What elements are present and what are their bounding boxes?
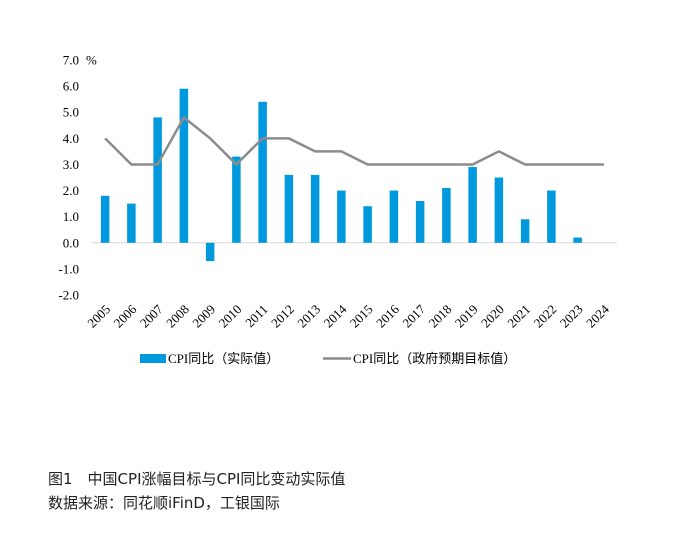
y-unit-label: % xyxy=(86,53,97,68)
y-tick-label: -2.0 xyxy=(58,288,79,303)
x-tick-label: 2006 xyxy=(111,301,140,330)
bar-2016 xyxy=(389,190,399,243)
x-tick-label: 2023 xyxy=(557,302,586,331)
bar-2018 xyxy=(442,187,451,243)
bar-2007 xyxy=(153,117,162,243)
x-tick-label: 2017 xyxy=(399,301,428,330)
x-tick-label: 2005 xyxy=(84,302,113,331)
x-tick-label: 2013 xyxy=(294,302,323,331)
legend-line-label: CPI同比（政府预期目标值） xyxy=(353,351,516,366)
x-tick-label: 2024 xyxy=(583,301,612,330)
bar-2011 xyxy=(258,101,267,243)
x-tick-label: 2022 xyxy=(531,302,560,331)
bar-2022 xyxy=(547,190,556,243)
bar-2010 xyxy=(232,156,241,243)
x-tick-label: 2011 xyxy=(242,302,271,331)
y-tick-label: 2.0 xyxy=(63,183,79,198)
x-tick-label: 2019 xyxy=(452,302,481,331)
x-tick-label: 2016 xyxy=(373,301,402,330)
y-axis-ticks: 7.0 6.0 5.0 4.0 3.0 2.0 1.0 0.0 -1.0 -2.0 xyxy=(58,53,79,303)
x-tick-label: 2012 xyxy=(268,302,297,331)
x-tick-label: 2007 xyxy=(137,301,166,330)
bar-2015 xyxy=(363,206,372,243)
y-tick-label: 6.0 xyxy=(63,79,79,94)
cpi-chart: 7.06.05.04.03.02.01.00.0-1.0-2.0 % 20052… xyxy=(58,53,617,366)
legend: CPI同比（实际值） CPI同比（政府预期目标值） xyxy=(140,351,516,366)
bar-2017 xyxy=(415,201,425,243)
x-tick-label: 2021 xyxy=(504,302,533,331)
legend-bar-swatch xyxy=(140,354,166,363)
bar-2012 xyxy=(284,174,294,243)
y-tick-label: -1.0 xyxy=(58,261,79,276)
bar-2023 xyxy=(573,237,582,243)
y-tick-label: 7.0 xyxy=(63,53,79,68)
x-tick-label: 2018 xyxy=(426,302,455,331)
bar-2006 xyxy=(127,203,136,243)
x-tick-label: 2014 xyxy=(321,301,350,330)
target-cpi-line xyxy=(104,116,604,166)
data-source: 数据来源：同花顺iFinD，工银国际 xyxy=(48,494,280,512)
bar-2021 xyxy=(520,219,530,243)
bar-2019 xyxy=(468,167,477,243)
bar-2013 xyxy=(310,174,320,243)
y-tick-label: 0.0 xyxy=(63,235,79,250)
actual-cpi-bars xyxy=(100,88,582,262)
x-axis-ticks: 2005200620072008200920102011201220132014… xyxy=(84,301,612,330)
x-tick-label: 2020 xyxy=(478,302,507,331)
x-tick-label: 2010 xyxy=(216,302,245,331)
x-tick-label: 2008 xyxy=(163,302,192,331)
bar-2020 xyxy=(494,177,504,243)
y-tick-label: 5.0 xyxy=(63,105,79,120)
y-tick-label: 1.0 xyxy=(63,209,79,224)
bar-2014 xyxy=(337,190,346,243)
figure-caption: 图1 中国CPI涨幅目标与CPI同比变动实际值 xyxy=(48,470,346,488)
x-tick-label: 2009 xyxy=(189,302,218,331)
bar-2008 xyxy=(179,88,189,243)
bar-2005 xyxy=(100,195,110,243)
x-tick-label: 2015 xyxy=(347,302,376,331)
y-tick-label: 3.0 xyxy=(63,157,79,172)
bar-2009 xyxy=(205,242,215,262)
y-tick-label: 4.0 xyxy=(63,131,79,146)
legend-bar-label: CPI同比（实际值） xyxy=(168,351,279,366)
